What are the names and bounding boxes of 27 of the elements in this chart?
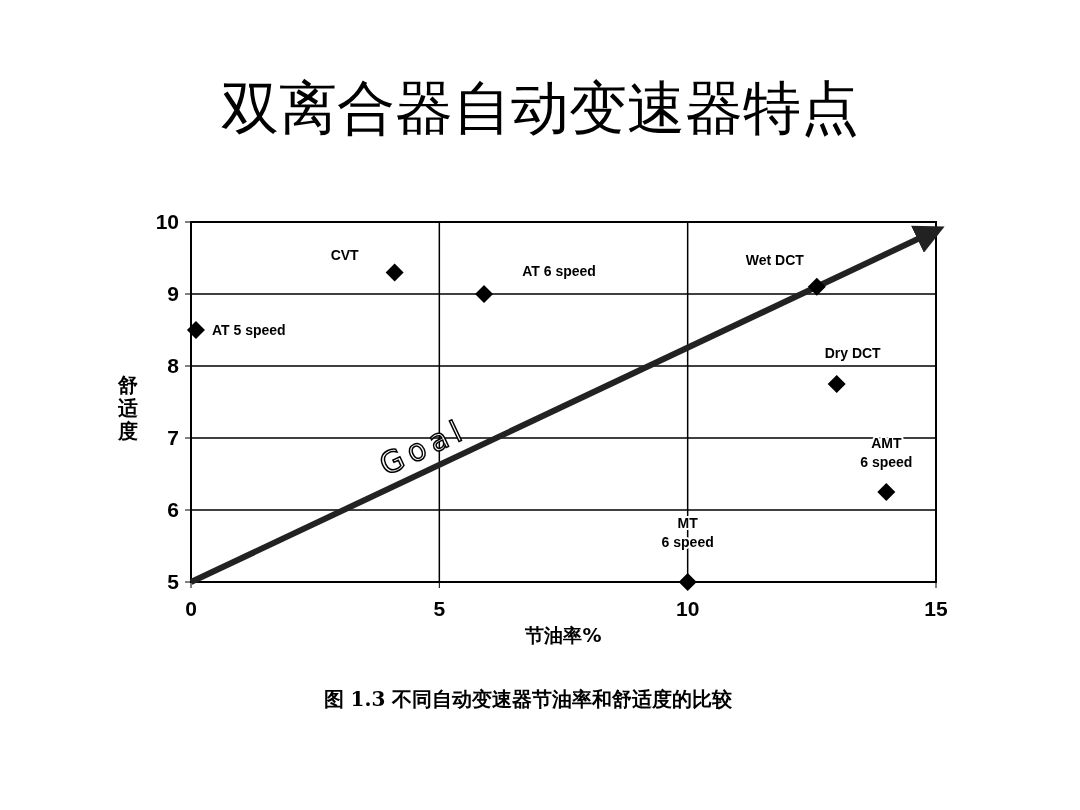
x-tick-label: 10 xyxy=(675,597,700,620)
annotation: AT 5 speed xyxy=(211,322,286,338)
chart-title: 双离合器自动变速器特点 xyxy=(221,76,859,141)
annotation: Dry DCT xyxy=(824,345,882,361)
point xyxy=(807,277,826,296)
x-tick-label: 5 xyxy=(433,597,446,620)
point xyxy=(385,263,404,282)
caption: 图 1.3 不同自动变速器节油率和舒适度的比较 xyxy=(323,687,734,711)
y-axis-title: 舒适度 xyxy=(117,373,138,443)
y-tick-label: 9 xyxy=(167,282,179,305)
point xyxy=(877,483,896,501)
annotation: CVT xyxy=(330,247,360,264)
y-tick-label: 7 xyxy=(167,426,179,449)
annotation: AMT 6 speed xyxy=(860,435,913,470)
x-tick-label: 0 xyxy=(185,597,197,620)
y-tick-label: 10 xyxy=(155,210,179,233)
y-tick-label: 8 xyxy=(167,354,180,377)
point xyxy=(475,285,494,303)
x-axis-title: 节油率% xyxy=(524,624,602,646)
y-tick-label: 5 xyxy=(167,570,180,593)
y-tick-label: 6 xyxy=(167,498,179,521)
annotation: Wet DCT xyxy=(745,251,805,268)
point xyxy=(827,375,846,393)
point xyxy=(186,321,205,339)
point xyxy=(678,573,697,591)
annotation: AT 6 speed xyxy=(522,263,596,279)
x-tick-label: 15 xyxy=(924,597,948,620)
